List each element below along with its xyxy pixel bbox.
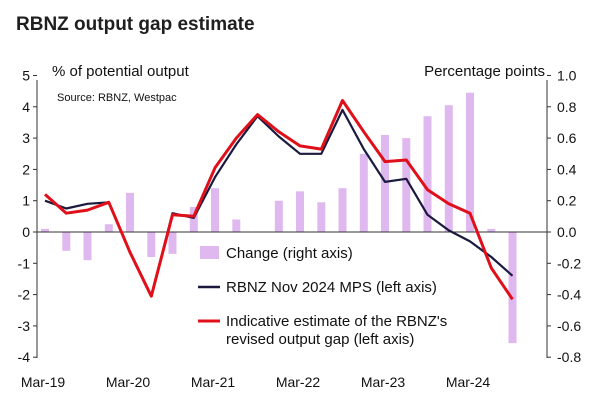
- legend-label-change: Change (right axis): [226, 245, 353, 262]
- bar-change: [381, 135, 389, 232]
- x-tick-label: Mar-22: [276, 374, 321, 390]
- bar-change: [487, 228, 496, 232]
- chart-title: RBNZ output gap estimate: [16, 14, 255, 35]
- right-tick-label: -0.8: [557, 349, 581, 365]
- bar-change: [423, 116, 432, 232]
- bar-change: [466, 92, 474, 232]
- bar-change: [189, 207, 198, 232]
- right-tick-label: 0.8: [557, 99, 577, 115]
- line-series: [44, 99, 514, 301]
- left-tick-label: 5: [22, 68, 30, 84]
- bar-change: [211, 188, 219, 232]
- x-tick-label: Mar-20: [106, 374, 151, 390]
- right-tick-label: 1.0: [557, 68, 577, 84]
- right-tick-label: 0.4: [557, 161, 577, 177]
- left-tick-label: 3: [22, 130, 30, 146]
- right-tick-label: -0.2: [557, 255, 581, 271]
- right-tick-label: 0.2: [557, 193, 577, 209]
- x-tick-label: Mar-24: [446, 374, 491, 390]
- legend-label-estimate-line2: revised output gap (left axis): [226, 331, 414, 348]
- left-tick-label: -1: [18, 255, 31, 271]
- bar-change: [232, 219, 241, 232]
- bar-change: [359, 153, 368, 233]
- legend-label-estimate: Indicative estimate of the RBNZ's: [226, 313, 447, 330]
- left-tick-label: 0: [22, 224, 30, 240]
- right-tick-label: 0.0: [557, 224, 577, 240]
- bar-change: [147, 232, 156, 257]
- left-tick-label: -2: [18, 287, 31, 303]
- bar-change: [126, 192, 134, 232]
- legend-swatch-change: [200, 246, 219, 259]
- axis-labels: % of potential output Percentage points …: [52, 63, 545, 104]
- left-tick-label: -3: [18, 318, 31, 334]
- bar-change: [83, 232, 92, 261]
- x-tick-label: Mar-21: [191, 374, 236, 390]
- bar-change: [41, 228, 49, 232]
- bar-series: [41, 92, 517, 344]
- legend-label-mps: RBNZ Nov 2024 MPS (left axis): [226, 279, 437, 296]
- bar-change: [168, 232, 177, 254]
- left-tick-label: 1: [22, 193, 30, 209]
- bar-change: [104, 224, 113, 232]
- line-indicative-estimate: [44, 99, 514, 301]
- x-tick-label: Mar-23: [361, 374, 406, 390]
- right-tick-label: 0.6: [557, 130, 577, 146]
- bar-change: [338, 188, 347, 232]
- right-axis-title: Percentage points: [424, 63, 545, 80]
- left-tick-label: -4: [18, 349, 31, 365]
- x-tick-label: Mar-19: [21, 374, 66, 390]
- source-note: Source: RBNZ, Westpac: [57, 92, 177, 104]
- left-tick-label: 4: [22, 99, 30, 115]
- bar-change: [402, 138, 411, 232]
- left-axis-title: % of potential output: [52, 63, 190, 80]
- bar-change: [62, 232, 71, 251]
- bar-change: [508, 232, 517, 344]
- right-tick-label: -0.4: [557, 287, 581, 303]
- bar-change: [296, 191, 304, 232]
- bar-change: [274, 200, 283, 232]
- left-tick-label: 2: [22, 161, 30, 177]
- legend: Change (right axis) RBNZ Nov 2024 MPS (l…: [198, 245, 447, 348]
- bar-change: [317, 202, 326, 232]
- bar-change: [444, 105, 453, 232]
- right-tick-label: -0.6: [557, 318, 581, 334]
